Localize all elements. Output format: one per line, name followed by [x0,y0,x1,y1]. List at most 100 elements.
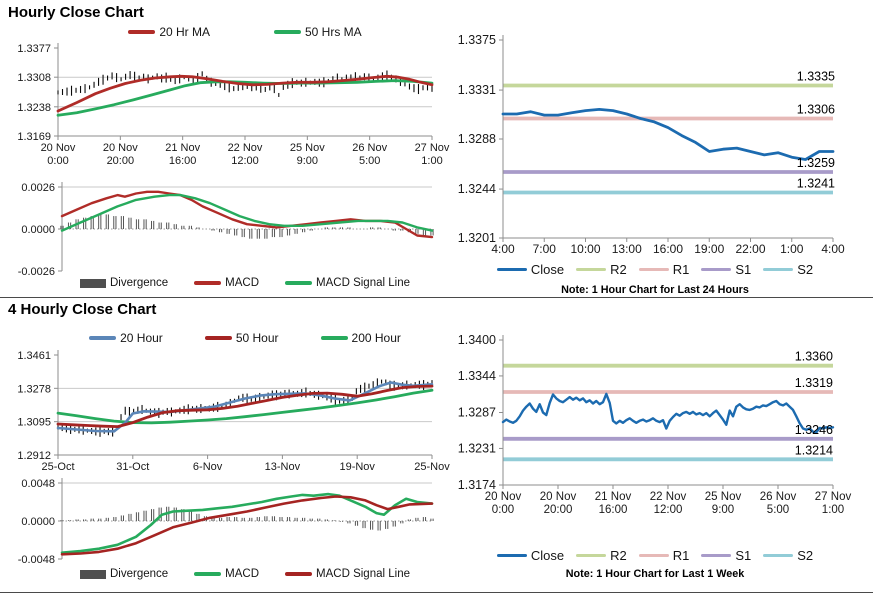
svg-text:1.3287: 1.3287 [458,406,496,420]
svg-text:19-Nov: 19-Nov [339,461,375,473]
svg-text:1.3331: 1.3331 [458,83,496,97]
svg-text:25-Nov: 25-Nov [414,461,450,473]
svg-text:0.0000: 0.0000 [21,516,55,528]
legend-swatch-s2 [763,553,794,558]
svg-text:1:00: 1:00 [421,155,442,167]
hourly-macd-legend: Divergence MACD MACD Signal Line [58,277,432,289]
svg-text:1.3231: 1.3231 [458,441,496,455]
hourly-macd-chart: 0.0026 0.0000 -0.0026 [18,182,434,278]
legend-item-20-hour: 20 Hour [89,331,163,345]
four-hourly-macd-legend: Divergence MACD MACD Signal Line [58,568,432,580]
svg-text:-0.0026: -0.0026 [18,266,55,278]
svg-text:7:00: 7:00 [533,242,557,256]
legend-label: R2 [610,548,627,563]
svg-text:0:00: 0:00 [492,504,514,516]
legend-label: MACD [225,277,260,289]
svg-text:1.3095: 1.3095 [17,417,51,429]
svg-text:20:00: 20:00 [544,504,573,516]
svg-text:22 Nov: 22 Nov [228,142,263,154]
svg-text:20 Nov: 20 Nov [103,142,138,154]
svg-text:31-Oct: 31-Oct [116,461,149,473]
svg-text:1.3400: 1.3400 [458,333,496,347]
svg-text:27 Nov: 27 Nov [815,491,852,503]
legend-swatch-macd-signal-line [285,572,313,576]
svg-text:5:00: 5:00 [767,504,789,516]
legend-item-close: Close [496,262,564,277]
svg-text:0.0000: 0.0000 [21,224,55,236]
legend-swatch-r1 [638,553,669,558]
svg-text:4:00: 4:00 [821,242,845,256]
svg-text:27 Nov: 27 Nov [415,142,450,154]
four-hourly-pivot-legend: Close R2 R1 S1 S2 [437,548,873,563]
legend-label: S1 [735,262,752,277]
legend-swatch-50-hrs-ma [274,30,301,34]
svg-text:1.3335: 1.3335 [797,70,835,84]
legend-item-macd: MACD [194,277,259,289]
legend-swatch-macd-signal-line [285,281,313,285]
svg-text:12:00: 12:00 [654,504,683,516]
svg-text:25 Nov: 25 Nov [290,142,325,154]
legend-label: Divergence [109,277,169,289]
hourly-chart-title: Hourly Close Chart [8,4,144,21]
svg-text:26 Nov: 26 Nov [352,142,387,154]
svg-text:1.3241: 1.3241 [797,176,835,190]
svg-text:1:00: 1:00 [780,242,804,256]
legend-label: 50 Hour [235,331,279,345]
legend-label: Divergence [109,568,169,580]
section-divider-top [0,297,873,298]
legend-swatch-s1 [701,553,732,558]
svg-text:21 Nov: 21 Nov [595,491,632,503]
svg-text:20 Nov: 20 Nov [485,491,522,503]
legend-item-r2: R2 [576,548,627,563]
legend-item-50-hrs-ma: 50 Hrs MA [274,25,362,39]
svg-text:1.3259: 1.3259 [797,156,835,170]
legend-item-r1: R1 [638,262,690,277]
legend-swatch-r2 [576,553,607,558]
legend-item-50-hour: 50 Hour [204,331,279,345]
svg-text:22 Nov: 22 Nov [650,491,687,503]
legend-label: R1 [672,548,690,563]
legend-label: MACD [225,568,260,580]
svg-text:19:00: 19:00 [694,242,724,256]
hourly-ma-legend: 20 Hr MA 50 Hrs MA [58,25,432,39]
legend-swatch-s1 [701,267,732,272]
legend-item-s1: S1 [701,262,751,277]
svg-text:20 Nov: 20 Nov [540,491,577,503]
legend-label: 20 Hour [120,331,163,345]
svg-text:5:00: 5:00 [359,155,380,167]
svg-text:1.3288: 1.3288 [458,132,496,146]
svg-text:1.3461: 1.3461 [17,350,51,362]
legend-swatch-r1 [638,267,669,272]
svg-text:13:00: 13:00 [612,242,642,256]
legend-label: R1 [672,262,690,277]
legend-label: 200 Hour [351,331,401,345]
svg-text:1.3174: 1.3174 [458,478,496,492]
four-hourly-macd-chart: 0.0048 0.0000 -0.0048 [18,478,434,566]
legend-item-macd: MACD [194,568,259,580]
svg-text:21 Nov: 21 Nov [165,142,200,154]
legend-item-r1: R1 [638,548,690,563]
legend-item-macd-signal-line: MACD Signal Line [285,277,410,289]
four-hourly-chart-title: 4 Hourly Close Chart [8,301,157,318]
svg-text:0:00: 0:00 [47,155,68,167]
svg-text:13-Nov: 13-Nov [265,461,301,473]
legend-label: 20 Hr MA [159,25,210,39]
legend-swatch-macd [194,281,222,285]
legend-item-divergence: Divergence [79,568,169,580]
legend-swatch-close [496,553,527,558]
legend-label: R2 [610,262,627,277]
legend-swatch-50-hour [204,336,232,340]
svg-text:1.3201: 1.3201 [458,231,496,245]
svg-text:1:00: 1:00 [822,504,844,516]
svg-text:1.3244: 1.3244 [458,182,496,196]
svg-text:1.2912: 1.2912 [17,450,51,462]
svg-text:20 Nov: 20 Nov [41,142,76,154]
legend-swatch-20-hr-ma [128,30,156,34]
svg-text:4:00: 4:00 [491,242,515,256]
legend-item-macd-signal-line: MACD Signal Line [285,568,410,580]
